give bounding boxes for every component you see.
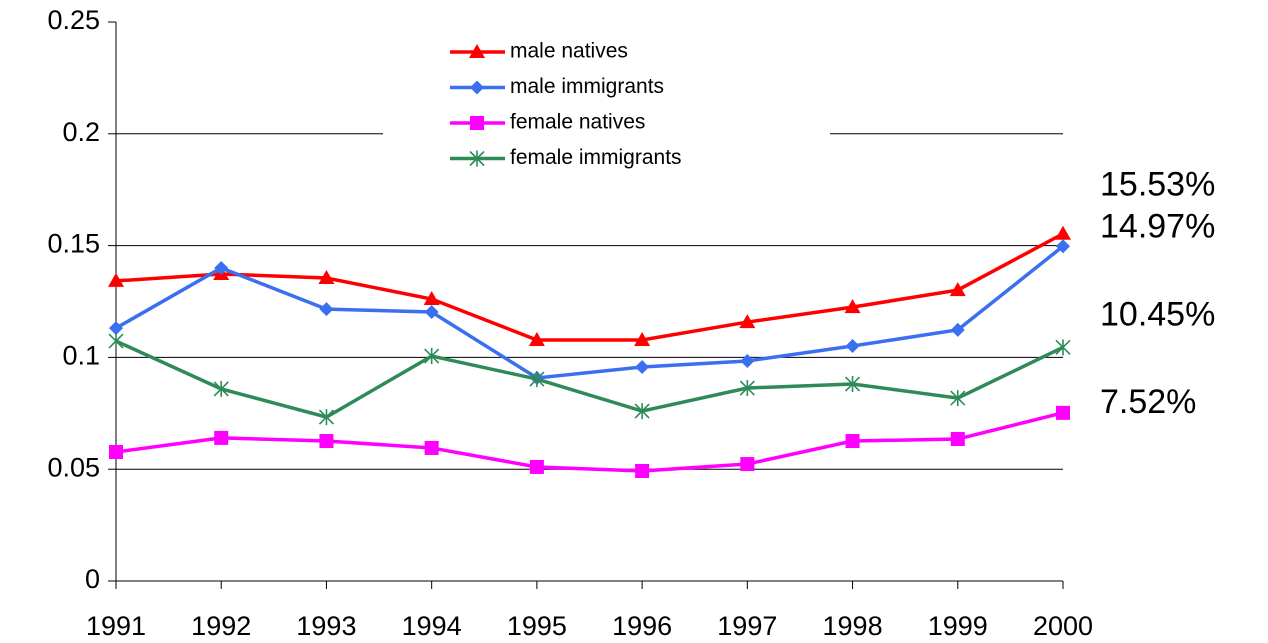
y-tick-label: 0.1 [62,341,100,371]
legend-label: female immigrants [510,146,682,169]
y-tick-label: 0.2 [62,117,100,147]
data-point [950,432,965,447]
series-line [115,339,1064,419]
data-point [634,331,651,346]
data-point [214,260,229,275]
data-point [424,440,439,455]
data-point [318,409,335,426]
value-label: 15.53% [1100,166,1215,204]
data-point [739,314,756,329]
data-point [845,338,860,353]
data-point [740,353,755,368]
data-point [318,270,335,285]
data-point [1055,339,1071,356]
data-point [108,333,124,350]
data-point [950,390,966,407]
legend-marker [470,116,484,130]
data-point [739,380,755,397]
series-line [115,411,1064,473]
data-point [424,305,439,320]
x-tick-label: 1997 [717,611,777,641]
x-tick-label: 1998 [823,611,883,641]
data-point [949,282,966,297]
data-point [109,321,123,336]
data-point [635,360,650,375]
data-point [529,371,545,388]
value-label: 10.45% [1100,295,1215,333]
legend: male natives male immigrants female native… [383,38,830,180]
data-point [423,291,440,306]
x-tick-label: 1994 [402,611,462,641]
data-point [950,322,965,337]
x-tick-label: 1992 [191,611,251,641]
x-tick-label: 1996 [612,611,672,641]
y-tick-label: 0 [85,564,100,594]
data-point [214,430,229,445]
data-point [1056,239,1070,254]
legend-marker [469,44,485,58]
legend-marker [469,150,485,167]
x-tick-label: 1991 [86,611,146,641]
data-point [1056,405,1070,420]
data-point [528,331,545,346]
value-label: 7.52% [1100,383,1196,421]
series-line [115,244,1065,380]
y-tick-label: 0.15 [47,229,100,259]
x-tick-label: 1993 [296,611,356,641]
legend-label: female natives [510,111,645,134]
data-point [635,463,650,478]
series-line [115,232,1064,342]
legend-box [383,38,830,180]
y-tick-label: 0.25 [47,5,100,35]
data-point [109,444,123,459]
data-point [108,272,124,287]
legend-label: male natives [510,40,628,63]
x-tick-label: 1999 [928,611,988,641]
x-tick-label: 2000 [1033,611,1093,641]
legend-label: male immigrants [510,75,664,98]
data-point [740,457,755,472]
legend-marker [470,80,484,95]
data-point [319,302,334,317]
data-point [845,434,860,449]
data-point [424,348,440,365]
data-point [529,459,544,474]
value-label: 14.97% [1100,207,1215,245]
data-point [844,376,861,393]
data-point [213,380,229,397]
data-point [844,299,861,314]
x-tick-label: 1995 [507,611,567,641]
data-point [634,403,650,420]
y-tick-label: 0.05 [47,452,100,482]
data-point [1055,225,1071,240]
data-point [319,434,334,449]
